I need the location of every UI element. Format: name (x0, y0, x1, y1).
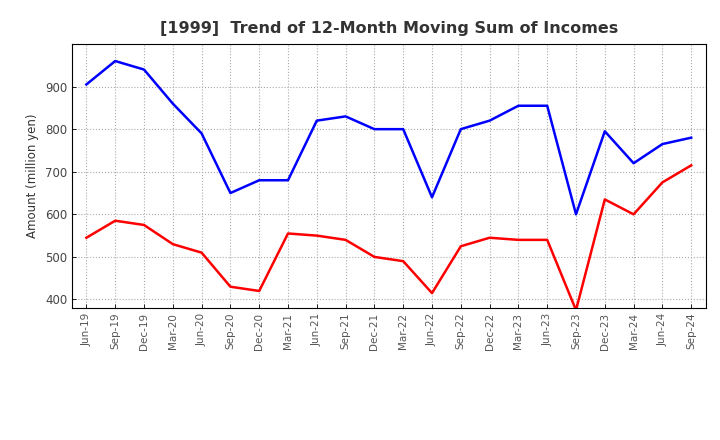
Line: Ordinary Income: Ordinary Income (86, 61, 691, 214)
Ordinary Income (658, 141, 667, 147)
Ordinary Income (428, 194, 436, 200)
Net Income (284, 231, 292, 236)
Net Income (456, 244, 465, 249)
Net Income (399, 259, 408, 264)
Y-axis label: Amount (million yen): Amount (million yen) (27, 114, 40, 238)
Ordinary Income (370, 127, 379, 132)
Ordinary Income (629, 161, 638, 166)
Ordinary Income (111, 59, 120, 64)
Net Income (82, 235, 91, 240)
Net Income (140, 222, 148, 227)
Ordinary Income (255, 178, 264, 183)
Net Income (197, 250, 206, 255)
Net Income (485, 235, 494, 240)
Ordinary Income (226, 191, 235, 196)
Net Income (687, 163, 696, 168)
Title: [1999]  Trend of 12-Month Moving Sum of Incomes: [1999] Trend of 12-Month Moving Sum of I… (160, 21, 618, 36)
Ordinary Income (168, 101, 177, 106)
Net Income (543, 237, 552, 242)
Net Income (629, 212, 638, 217)
Ordinary Income (687, 135, 696, 140)
Net Income (168, 242, 177, 247)
Net Income (255, 288, 264, 293)
Ordinary Income (485, 118, 494, 123)
Ordinary Income (140, 67, 148, 72)
Net Income (226, 284, 235, 290)
Ordinary Income (600, 128, 609, 134)
Net Income (572, 308, 580, 313)
Ordinary Income (284, 178, 292, 183)
Net Income (428, 290, 436, 296)
Net Income (600, 197, 609, 202)
Ordinary Income (312, 118, 321, 123)
Ordinary Income (456, 127, 465, 132)
Line: Net Income: Net Income (86, 165, 691, 310)
Net Income (111, 218, 120, 224)
Ordinary Income (197, 131, 206, 136)
Net Income (341, 237, 350, 242)
Ordinary Income (572, 212, 580, 217)
Ordinary Income (399, 127, 408, 132)
Net Income (658, 180, 667, 185)
Ordinary Income (543, 103, 552, 108)
Ordinary Income (341, 114, 350, 119)
Ordinary Income (514, 103, 523, 108)
Net Income (514, 237, 523, 242)
Net Income (370, 254, 379, 260)
Net Income (312, 233, 321, 238)
Ordinary Income (82, 82, 91, 87)
